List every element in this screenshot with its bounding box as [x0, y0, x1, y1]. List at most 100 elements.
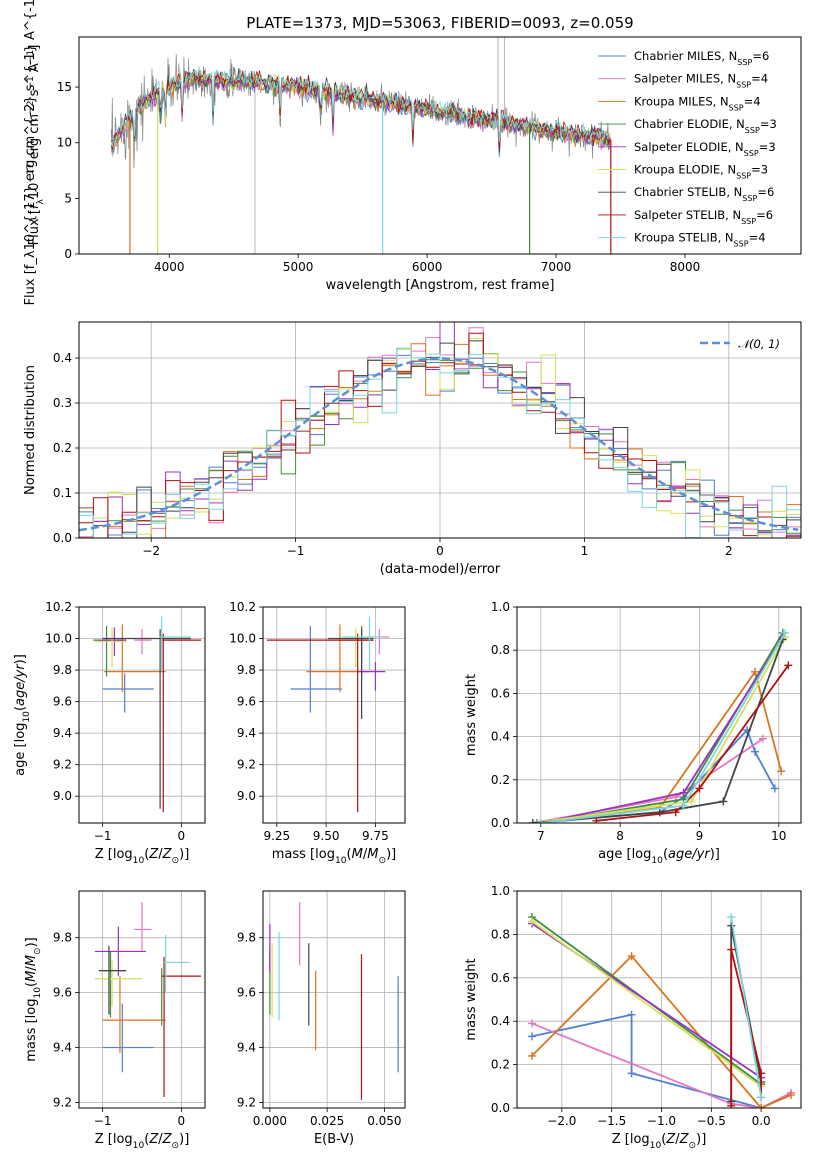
- legend: Chabrier MILES, NSSP=6 Salpeter MILES, NS…: [598, 49, 777, 248]
- ticks: −1 0 9.2 9.4 9.6 9.8: [53, 931, 185, 1128]
- ticks: −2.0 −1.5 −1.0 −0.5 0.0 0.0 0.2 0.4 0.6 0.8 1.0: [491, 884, 771, 1128]
- y-tick-label: 9.4: [53, 726, 72, 740]
- x-tick-label: 8: [616, 829, 624, 843]
- weight-marker: [727, 945, 736, 954]
- weight-line: [531, 1013, 762, 1108]
- data-point: [102, 673, 154, 713]
- legend-entry: Chabrier STELIB, NSSP=6: [634, 185, 774, 203]
- plot-area: [93, 616, 202, 812]
- y-tick-label: 10.0: [45, 632, 72, 646]
- observed-spectrum: [110, 54, 610, 169]
- axes-frame: [78, 36, 802, 255]
- x-axis-label: E(B-V): [314, 1132, 354, 1147]
- panel-4: 7 8 9 10 0.0 0.2 0.4 0.6 0.8 1.0 age [log10(age/yr…: [464, 600, 802, 866]
- legend-entry: Salpeter STELIB, NSSP=6: [634, 208, 773, 226]
- y-tick-label: 9.0: [53, 789, 72, 803]
- y-tick-label: 0.0: [53, 531, 72, 545]
- data-point: [104, 624, 166, 693]
- plot-area: [269, 901, 399, 1100]
- weight-marker: [727, 1101, 736, 1108]
- y-axis-label: mass weight: [464, 674, 479, 756]
- plot-area: [79, 322, 801, 538]
- axes-frame: [262, 890, 406, 1109]
- panel-3: 9.25 9.50 9.75 9.0 9.2 9.4 9.6 9.8 10.0 10.2 mass …: [229, 600, 406, 866]
- panel-2: −1 0 9.0 9.2 9.4 9.6 9.8 10.0 10.2 Z [log10(Z/Z⊙)…: [13, 600, 206, 866]
- y-tick-label: 0.8: [491, 643, 510, 657]
- axes-frame: [78, 890, 206, 1109]
- x-tick-label: 0: [178, 1114, 186, 1128]
- y-tick-label: 0.4: [491, 730, 510, 744]
- y-tick-label: 9.4: [237, 1041, 256, 1055]
- data-point: [102, 1003, 154, 1073]
- x-tick-label: −1: [287, 544, 305, 558]
- data-point: [341, 616, 382, 671]
- residual-histogram: [79, 340, 801, 538]
- ticks: −1 0 9.0 9.2 9.4 9.6 9.8 10.0 10.2: [45, 600, 185, 843]
- y-tick-label: 9.2: [53, 758, 72, 772]
- y-tick-label: 10.2: [229, 600, 256, 614]
- data-point: [266, 633, 374, 812]
- data-point: [159, 616, 191, 671]
- axes-frame: [262, 606, 406, 824]
- plot-area: [266, 616, 390, 812]
- legend-entry: Chabrier ELODIE, NSSP=3: [634, 117, 777, 135]
- y-tick-label: 0.2: [53, 441, 72, 455]
- plot-area: [528, 628, 793, 823]
- weight-line: [531, 1022, 792, 1108]
- y-tick-label: 9.2: [237, 1096, 256, 1110]
- weight-marker: [787, 1090, 796, 1099]
- y-tick-label: 5: [64, 191, 72, 205]
- weight-marker: [527, 1019, 536, 1028]
- x-tick-label: 6000: [412, 260, 443, 274]
- data-point: [94, 959, 142, 1007]
- y-tick-label: 9.0: [237, 789, 256, 803]
- data-point: [306, 624, 370, 693]
- weight-marker: [627, 1010, 636, 1019]
- weight-marker: [757, 1069, 766, 1078]
- x-tick-label: 7: [537, 829, 545, 843]
- y-tick-label: 10: [57, 136, 72, 150]
- weight-line: [540, 632, 786, 823]
- panel-5: −1 0 9.2 9.4 9.6 9.8 Z [log10(Z/Z⊙)] mass [log1…: [24, 890, 206, 1151]
- x-axis-label: Z [log10(Z/Z⊙)]: [95, 1132, 190, 1151]
- data-point: [93, 625, 123, 677]
- y-tick-label: 0.3: [53, 396, 72, 410]
- y-tick-label: 10.2: [45, 600, 72, 614]
- data-point: [164, 934, 190, 993]
- weight-marker: [727, 913, 736, 922]
- y-tick-label: 9.6: [53, 695, 72, 709]
- x-tick-label: 7000: [541, 260, 572, 274]
- y-axis-label: Flux [fλ10−17 erg cm−2 s−1 A−1]: [26, 45, 46, 246]
- y-tick-label: 1.0: [491, 600, 510, 614]
- plot-area: [527, 913, 796, 1108]
- panel-7: −2.0 −1.5 −1.0 −0.5 0.0 0.0 0.2 0.4 0.6 0.8 1.0 Z […: [464, 884, 802, 1151]
- data-point: [357, 662, 386, 691]
- ticks: 4000 5000 6000 7000 8000 0 5 10 15: [57, 80, 701, 274]
- x-tick-label: 0.025: [310, 1114, 344, 1128]
- y-tick-label: 0: [64, 247, 72, 261]
- weight-marker: [777, 767, 786, 776]
- weight-marker: [781, 628, 790, 637]
- x-tick-label: 2: [725, 544, 733, 558]
- data-point: [102, 629, 191, 809]
- x-tick-label: 0.000: [253, 1114, 287, 1128]
- y-tick-label: 0.8: [491, 927, 510, 941]
- weight-marker: [758, 734, 767, 743]
- panel-1: −2 −1 0 1 2 0.0 0.1 0.2 0.3 0.4 (data-model)/error…: [23, 321, 802, 577]
- y-tick-label: 0.0: [491, 1101, 510, 1115]
- axes-frame: [516, 890, 802, 1109]
- x-tick-label: −1.0: [647, 1114, 676, 1128]
- y-tick-label: 9.2: [53, 1096, 72, 1110]
- x-tick-label: 10: [771, 829, 786, 843]
- weight-marker: [627, 952, 636, 961]
- x-axis-label: Z [log10(Z/Z⊙)]: [95, 847, 190, 866]
- y-tick-label: 0.4: [491, 1014, 510, 1028]
- weight-marker: [679, 788, 688, 797]
- x-axis-label: wavelength [Angstrom, rest frame]: [326, 278, 555, 293]
- weight-marker: [687, 797, 696, 806]
- x-tick-label: 0.0: [752, 1114, 771, 1128]
- y-tick-label: 0.2: [491, 1058, 510, 1072]
- legend-entry: Kroupa STELIB, NSSP=4: [634, 231, 766, 249]
- figure-title: PLATE=1373, MJD=53063, FIBERID=0093, z=0…: [246, 14, 633, 32]
